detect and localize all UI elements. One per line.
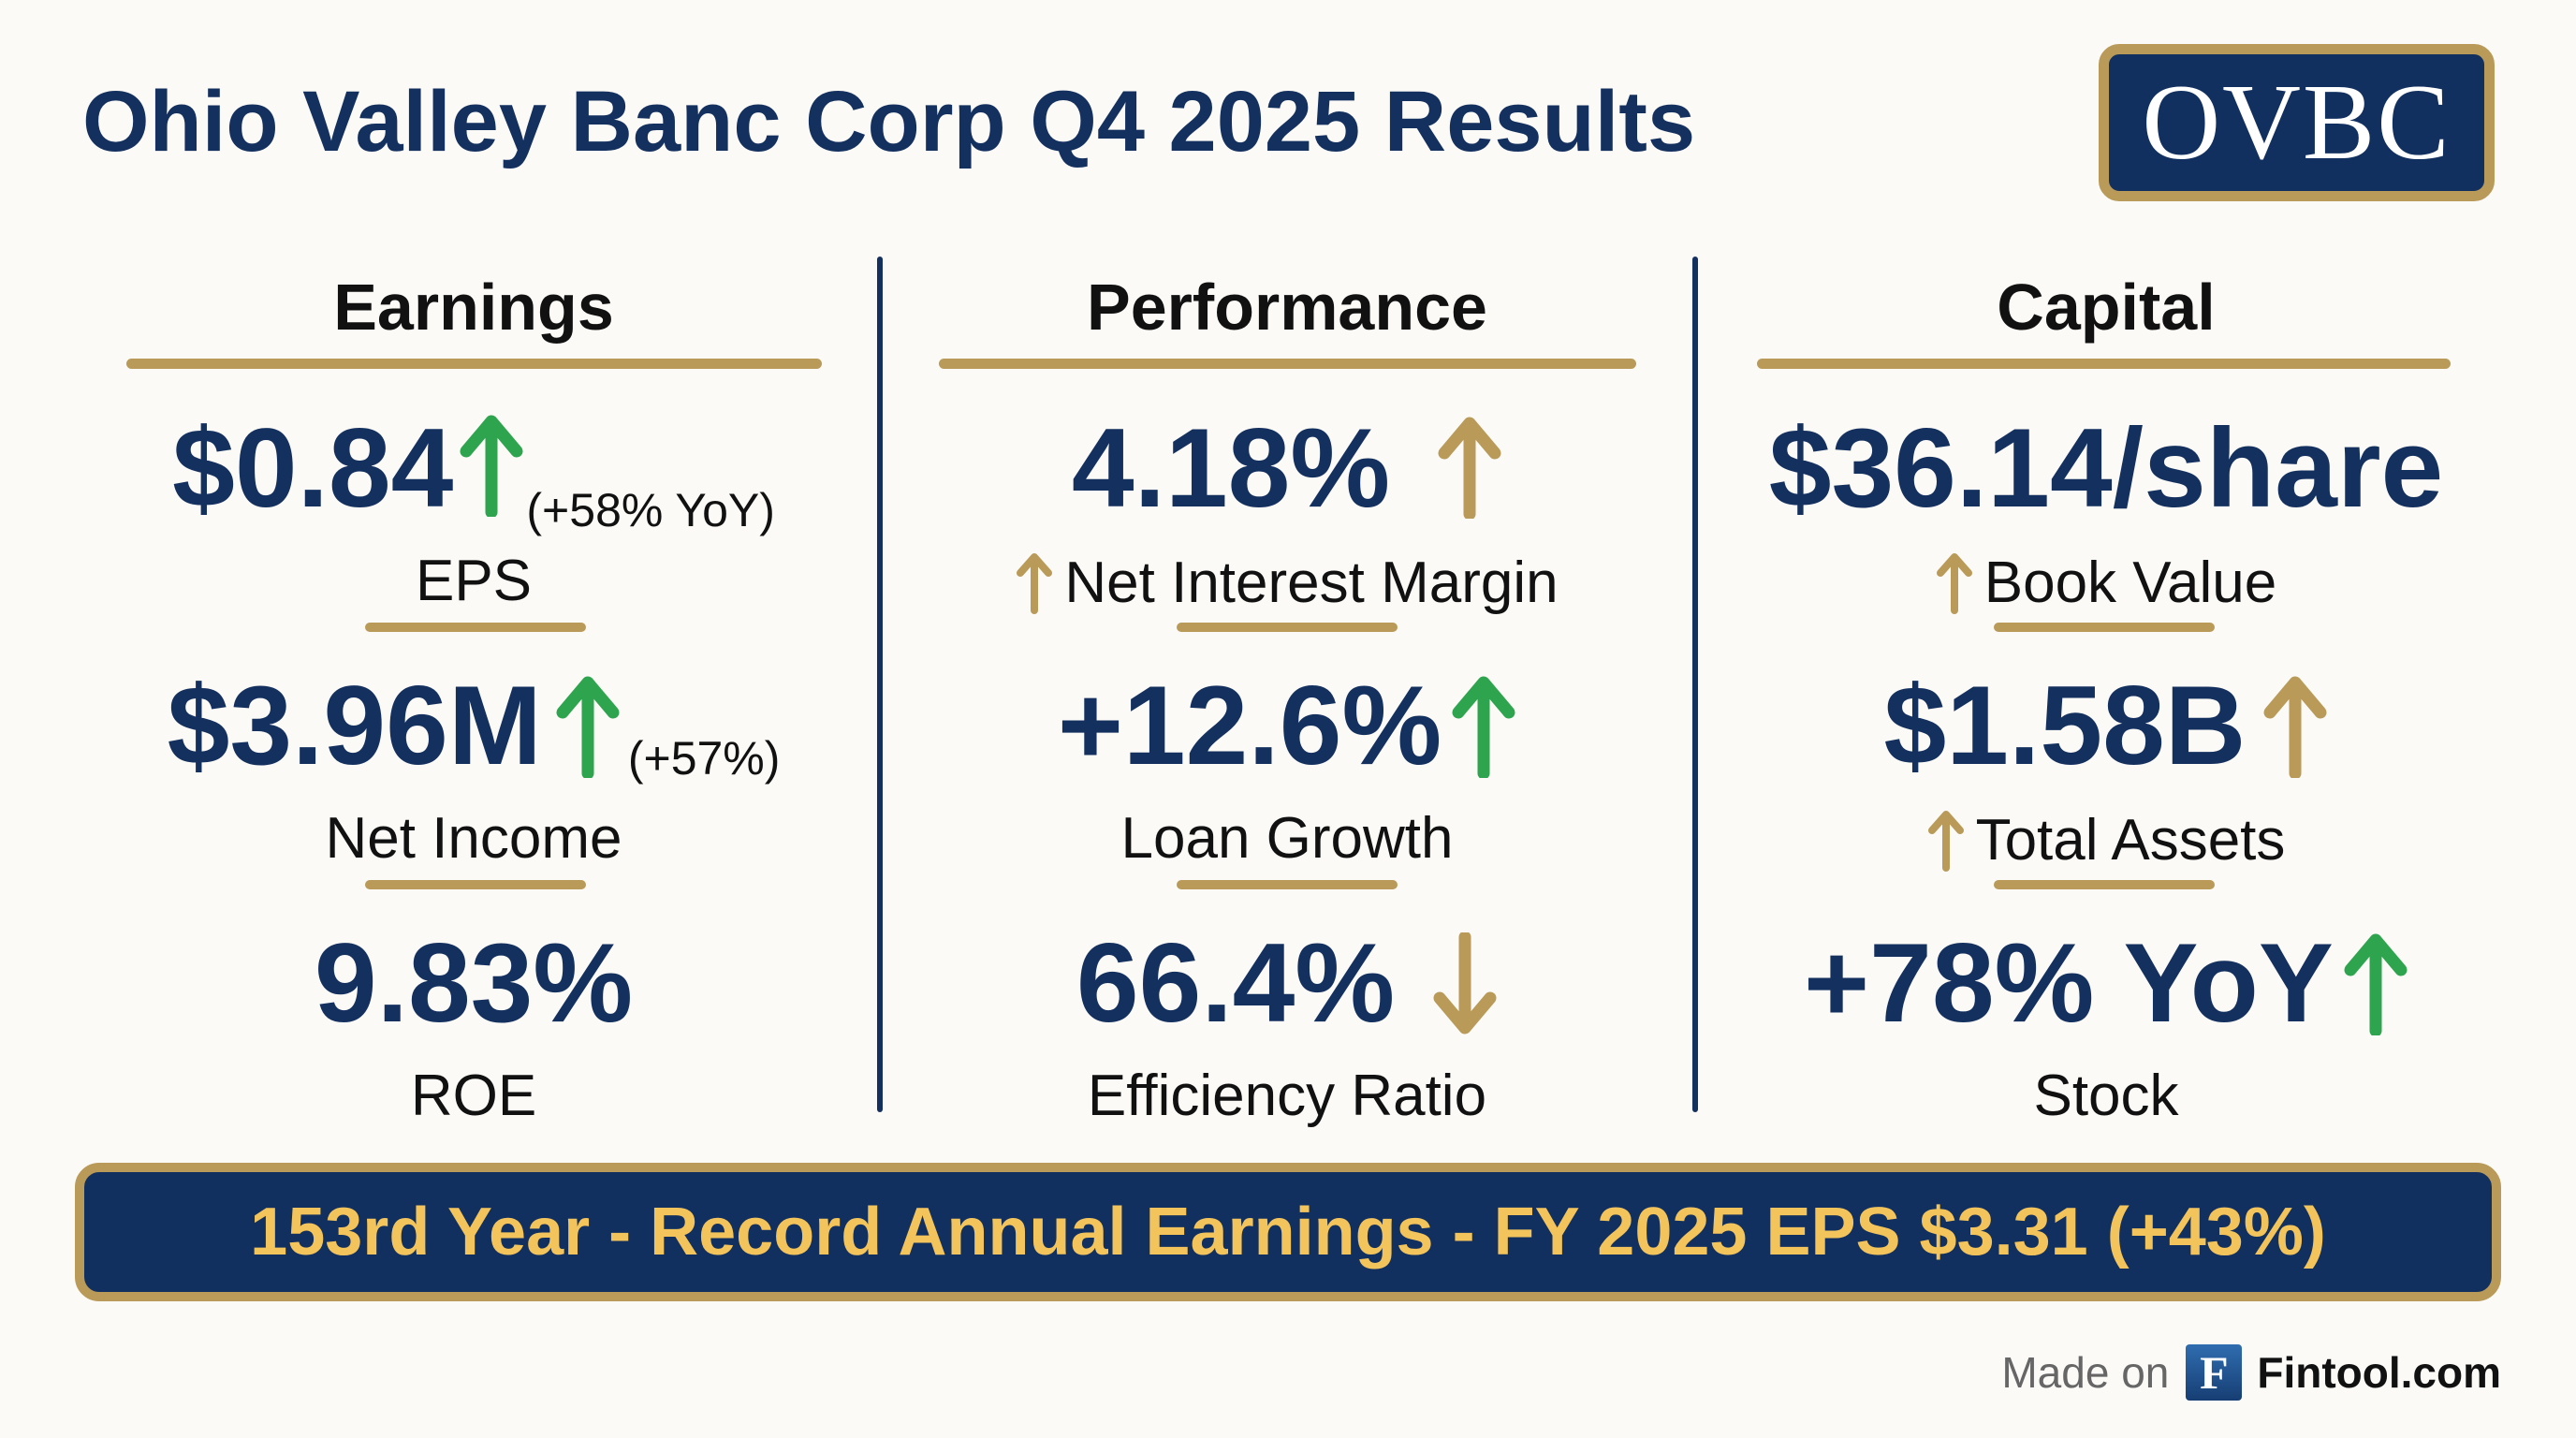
metric-value: 66.4% bbox=[1076, 920, 1396, 1046]
metric-label: Total Assets bbox=[1975, 808, 2286, 873]
metric-separator bbox=[1994, 623, 2215, 632]
metric-separator bbox=[1994, 880, 2215, 889]
heading-underline bbox=[1757, 359, 2451, 369]
metric-value: $0.84 bbox=[172, 405, 454, 531]
gold-up-arrow-icon bbox=[1016, 552, 1053, 614]
green-up-arrow-icon bbox=[555, 675, 621, 778]
metric-value: $36.14/share bbox=[1768, 405, 2444, 531]
metric-value: $3.96M bbox=[167, 663, 542, 788]
metric-change: (+57%) bbox=[627, 732, 781, 785]
metric-label: Net Income bbox=[325, 806, 622, 871]
gold-up-arrow-icon bbox=[1437, 416, 1502, 519]
made-on-label: Made on bbox=[2001, 1348, 2170, 1397]
gold-down-arrow-icon bbox=[1432, 932, 1498, 1035]
metric-label: Efficiency Ratio bbox=[1087, 1064, 1487, 1128]
metric-label: Stock bbox=[2033, 1064, 2179, 1128]
metric-value: +12.6% bbox=[1057, 663, 1442, 788]
metric-separator bbox=[365, 880, 586, 889]
highlight-banner: 153rd Year - Record Annual Earnings - FY… bbox=[75, 1163, 2501, 1301]
metric-label: Loan Growth bbox=[1120, 806, 1454, 871]
metric-label: Net Interest Margin bbox=[1064, 550, 1559, 615]
gold-up-arrow-icon bbox=[1927, 810, 1965, 872]
metric-value: $1.58B bbox=[1883, 663, 2247, 788]
column-divider bbox=[877, 257, 883, 1112]
green-up-arrow-icon bbox=[459, 414, 524, 517]
metric-separator bbox=[365, 623, 586, 632]
green-up-arrow-icon bbox=[1451, 675, 1516, 778]
metric-label: ROE bbox=[410, 1064, 537, 1128]
metric-separator bbox=[1177, 880, 1398, 889]
metric-value: 9.83% bbox=[314, 920, 634, 1046]
metric-label: EPS bbox=[415, 549, 533, 613]
heading-underline bbox=[126, 359, 822, 369]
column-heading: Capital bbox=[1997, 271, 2216, 344]
metric-change: (+58% YoY) bbox=[526, 484, 775, 536]
fintool-brand-link[interactable]: Fintool.com bbox=[2257, 1348, 2501, 1397]
column-divider bbox=[1692, 257, 1698, 1112]
page-title: Ohio Valley Banc Corp Q4 2025 Results bbox=[82, 74, 1696, 169]
column-heading: Performance bbox=[1087, 271, 1487, 344]
fintool-logo-icon: F bbox=[2186, 1344, 2243, 1401]
footer-attribution[interactable]: Made on F Fintool.com bbox=[2001, 1344, 2501, 1401]
column-heading: Earnings bbox=[333, 271, 614, 344]
metric-label: Book Value bbox=[1983, 550, 2277, 615]
metric-value: +78% YoY bbox=[1804, 920, 2334, 1046]
banner-text: 153rd Year - Record Annual Earnings - FY… bbox=[250, 1195, 2326, 1269]
ovbc-logo: OVBC bbox=[2099, 44, 2495, 201]
gold-up-arrow-icon bbox=[2262, 675, 2328, 778]
green-up-arrow-icon bbox=[2343, 932, 2408, 1035]
metric-value: 4.18% bbox=[1071, 405, 1391, 531]
metric-separator bbox=[1177, 623, 1398, 632]
heading-underline bbox=[939, 359, 1636, 369]
gold-up-arrow-icon bbox=[1936, 552, 1973, 614]
